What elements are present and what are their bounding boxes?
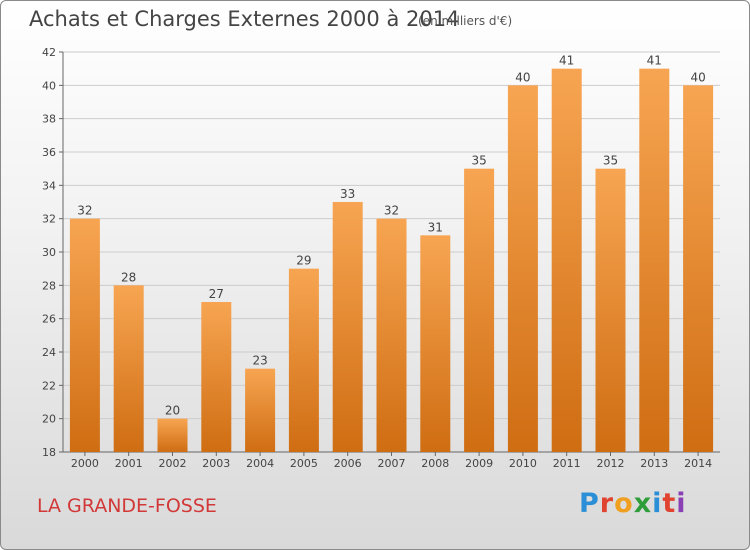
bar (376, 218, 407, 452)
y-tick-label: 34 (42, 179, 56, 192)
logo-letter: i (652, 488, 663, 519)
data-label: 31 (428, 220, 443, 234)
y-tick-label: 28 (42, 279, 56, 292)
tick-labels: 18 20 22 24 26 28 30 32 34 36 38 40 42 2000 2001 2002 20… (42, 46, 712, 470)
y-tick-label: 38 (42, 113, 56, 126)
data-label: 20 (165, 404, 180, 418)
x-tick-label: 2004 (246, 457, 274, 470)
y-tick-label: 22 (42, 379, 56, 392)
chart-title: Achats et Charges Externes 2000 à 2014 (29, 7, 460, 31)
proxiti-logo: Proxiti (579, 488, 687, 519)
data-label: 23 (252, 354, 267, 368)
data-label: 33 (340, 187, 355, 201)
bar (507, 85, 538, 452)
x-tick-label: 2013 (640, 457, 668, 470)
logo-letter: x (633, 488, 653, 519)
y-tick-label: 20 (42, 413, 56, 426)
bar (288, 268, 319, 452)
data-label: 32 (77, 204, 92, 218)
bar (683, 85, 714, 452)
x-tick-label: 2003 (202, 457, 230, 470)
x-tick-label: 2012 (597, 457, 625, 470)
bar (157, 418, 188, 452)
data-labels: 32 28 20 27 23 29 33 32 31 35 40 41 35 41 40 (77, 54, 705, 418)
logo-letter: P (579, 488, 600, 519)
y-tick-label: 24 (42, 346, 56, 359)
y-tick-label: 40 (42, 79, 56, 92)
data-label: 40 (515, 70, 530, 84)
y-tick-label: 32 (42, 213, 56, 226)
x-tick-label: 2011 (553, 457, 581, 470)
bar (201, 302, 232, 452)
bar (639, 68, 670, 453)
y-tick-label: 30 (42, 246, 56, 259)
bar (420, 235, 451, 452)
data-label: 40 (690, 70, 705, 84)
y-tick-label: 36 (42, 146, 56, 159)
x-tick-label: 2002 (159, 457, 187, 470)
data-label: 29 (296, 254, 311, 268)
data-label: 27 (209, 287, 224, 301)
chart-subtitle: (en milliers d'€) (418, 14, 513, 28)
y-tick-label: 42 (42, 46, 56, 59)
bar (332, 202, 363, 452)
logo-letter: t (662, 488, 677, 519)
bar (595, 168, 626, 452)
bar (464, 168, 495, 452)
bars (69, 68, 714, 453)
data-label: 41 (559, 54, 574, 68)
data-label: 41 (647, 54, 662, 68)
x-tick-label: 2008 (421, 457, 449, 470)
x-tick-label: 2007 (378, 457, 406, 470)
x-tick-label: 2014 (684, 457, 712, 470)
x-tick-label: 2000 (71, 457, 99, 470)
data-label: 32 (384, 204, 399, 218)
logo-letter: o (614, 488, 634, 519)
bar (113, 285, 144, 452)
data-label: 28 (121, 270, 136, 284)
x-tick-label: 2010 (509, 457, 537, 470)
x-tick-label: 2006 (334, 457, 362, 470)
x-tick-label: 2009 (465, 457, 493, 470)
x-tick-label: 2005 (290, 457, 318, 470)
x-tick-label: 2001 (115, 457, 143, 470)
logo-letter: i (676, 488, 687, 519)
data-label: 35 (471, 154, 486, 168)
y-tick-label: 18 (42, 446, 56, 459)
logo-letter: r (599, 488, 615, 519)
y-tick-label: 26 (42, 313, 56, 326)
commune-name: LA GRANDE-FOSSE (37, 495, 217, 517)
bar (551, 68, 582, 453)
bar (245, 368, 276, 452)
data-label: 35 (603, 154, 618, 168)
bar (69, 218, 100, 452)
